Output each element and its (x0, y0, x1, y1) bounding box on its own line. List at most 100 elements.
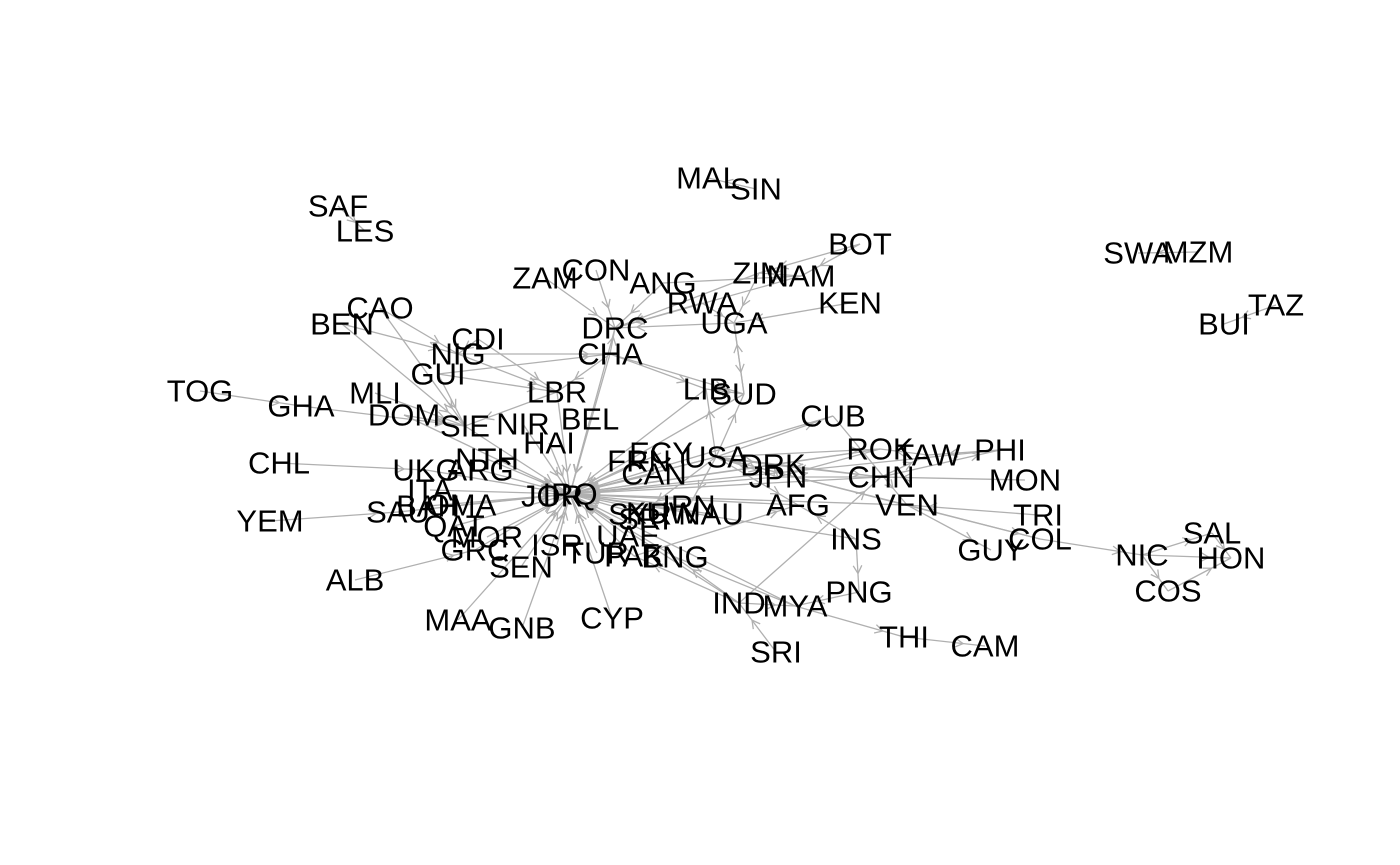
edge-dom-irq (403, 414, 571, 495)
node-label-ven: VEN (875, 488, 939, 523)
edge-usa-rok (715, 448, 881, 458)
edge-saf-les (337, 205, 366, 232)
node-label-jpn: JPN (749, 460, 808, 495)
node-label-mal: MAL (676, 161, 740, 196)
arrowhead-jor-irq (555, 490, 566, 501)
edge-mor-irq (486, 493, 571, 538)
arrowhead-sen-irq (549, 511, 559, 522)
edge-jor-irq (551, 493, 571, 497)
arrowhead-lib-irq (586, 472, 597, 482)
edge-phi-irq (569, 449, 1001, 495)
edge-sen-irq (520, 493, 571, 568)
edge-bot-nam (800, 243, 861, 277)
edge-rok-jpn (777, 448, 881, 478)
edge-ind-mya (738, 602, 796, 607)
node-label-alb: ALB (326, 563, 385, 598)
edge-irn-irq (569, 493, 690, 507)
edge-sin-mal (707, 177, 757, 190)
edge-chn-drk (772, 464, 882, 478)
edge-nig-lbr (457, 353, 558, 393)
node-label-nir: NIR (496, 407, 549, 442)
edge-zam-drc (544, 277, 616, 329)
arrowhead-cha-lbr (573, 370, 584, 380)
arrowhead-ben-sie (439, 403, 450, 413)
arrowhead-rok-irq (590, 484, 601, 495)
arrowhead-sin-mal (723, 178, 734, 189)
node-label-mor: MOR (451, 520, 523, 555)
node-label-bah: BAH (396, 489, 460, 524)
edge-bng-irq (569, 493, 676, 558)
arrowhead-mon-chn (901, 472, 912, 483)
node-label-drc: DRC (581, 311, 648, 346)
node-label-ita: ITA (407, 473, 453, 508)
node-label-cao: CAO (346, 291, 413, 326)
node-label-arg: ARG (446, 453, 513, 488)
node-label-sud: SUD (711, 377, 776, 412)
node-label-swa: SWA (1103, 236, 1173, 271)
node-label-irq: IRQ (542, 477, 597, 512)
edge-nic-cos (1141, 554, 1169, 592)
edge-tog-gha (199, 390, 302, 407)
node-label-isr: ISR (531, 528, 583, 563)
arrowhead-col-nic (1111, 545, 1122, 556)
node-label-bot: BOT (828, 227, 892, 262)
arrowhead-png-mya (815, 594, 826, 605)
node-label-thi: THI (879, 620, 929, 655)
arrowhead-grc-irq (542, 504, 553, 514)
node-label-ang: ANG (629, 266, 696, 301)
node-label-afg: AFG (766, 488, 830, 523)
node-label-kuw: KUW (626, 496, 699, 531)
edge-chn-irq (569, 476, 882, 495)
node-label-qat: QAT (423, 509, 484, 544)
arrowhead-pak-afg (768, 509, 779, 519)
arrowhead-cao-sie (443, 399, 453, 410)
node-label-gnb: GNB (488, 611, 555, 646)
arrowhead-usa-syr (656, 492, 667, 502)
edge-taz-bui (1223, 304, 1277, 325)
node-label-irn: IRN (662, 489, 715, 524)
edge-ang-drc (614, 282, 664, 329)
node-label-bel: BEL (561, 402, 620, 437)
node-label-cha: CHA (577, 337, 643, 372)
node-label-rok: ROK (846, 432, 914, 467)
node-label-drk: DRK (740, 448, 806, 483)
node-label-phi: PHI (974, 433, 1026, 468)
arrowhead-hai-irq (555, 467, 565, 478)
arrowhead-zam-drc (588, 306, 599, 316)
arrowhead-tri-ven (927, 502, 938, 513)
node-label-guy: GUY (957, 533, 1024, 568)
edge-arg-irq (479, 469, 571, 495)
edge-ken-uga (733, 302, 851, 324)
arrowhead-bot-zim (778, 260, 790, 270)
node-label-chn: CHN (847, 460, 914, 495)
node-label-uae: UAE (596, 519, 660, 554)
edge-nth-irq (486, 458, 571, 495)
node-label-frn: FRN (607, 444, 671, 479)
edge-usa-sud (715, 393, 745, 458)
edge-mon-chn (880, 476, 1026, 481)
arrowhead-cyp-irq (574, 513, 585, 524)
node-label-col: COL (1008, 522, 1072, 557)
edge-nam-zim (758, 272, 802, 277)
edge-cao-sie (379, 307, 466, 427)
edge-ven-irq (569, 493, 908, 506)
arrowhead-chn-taw (902, 461, 913, 471)
arrowhead-dom-irq (541, 476, 552, 486)
edge-zim-uga (733, 272, 760, 324)
edge-lbr-irq (556, 391, 571, 495)
node-label-gha: GHA (267, 389, 335, 424)
node-label-sin: SIN (730, 172, 782, 207)
node-label-taw: TAW (895, 438, 961, 473)
arrowhead-lib-sud (722, 386, 733, 397)
node-label-cos: COS (1134, 574, 1201, 609)
arrowhead-alb-grc (444, 552, 456, 562)
arrowhead-tog-gha (270, 396, 281, 407)
edge-kuw-irq (569, 493, 663, 514)
edge-qat-irq (453, 493, 571, 527)
edge-cub-ven (832, 415, 908, 506)
node-label-con: CON (562, 253, 631, 288)
edge-cub-irq (569, 415, 834, 495)
arrowhead-ang-drc (629, 304, 640, 314)
node-label-saf: SAF (308, 189, 368, 224)
